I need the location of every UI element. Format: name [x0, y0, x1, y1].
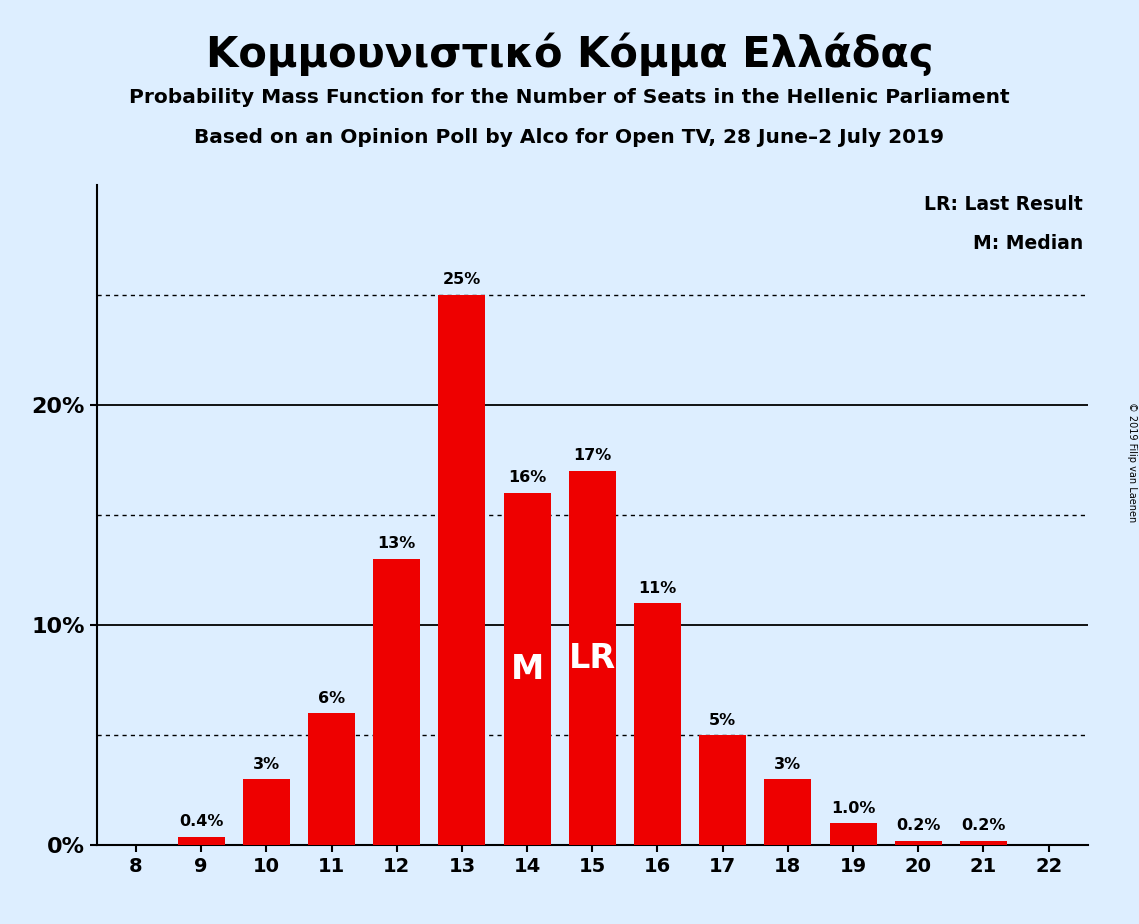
- Text: M: Median: M: Median: [973, 235, 1083, 253]
- Bar: [764, 780, 811, 845]
- Text: 11%: 11%: [638, 580, 677, 595]
- Text: 0.4%: 0.4%: [179, 814, 223, 829]
- Text: 25%: 25%: [443, 273, 481, 287]
- Bar: [243, 780, 289, 845]
- Bar: [178, 836, 224, 845]
- Bar: [374, 559, 420, 845]
- Bar: [895, 841, 942, 845]
- Text: 13%: 13%: [377, 537, 416, 552]
- Bar: [503, 493, 550, 845]
- Text: LR: LR: [568, 642, 616, 675]
- Bar: [960, 841, 1007, 845]
- Text: 3%: 3%: [775, 757, 802, 772]
- Text: 5%: 5%: [710, 712, 736, 727]
- Text: 0.2%: 0.2%: [896, 819, 941, 833]
- Bar: [699, 736, 746, 845]
- Bar: [568, 471, 616, 845]
- Text: © 2019 Filip van Laenen: © 2019 Filip van Laenen: [1126, 402, 1137, 522]
- Text: 1.0%: 1.0%: [830, 801, 875, 816]
- Text: Κομμουνιστικό Κόμμα Ελλάδας: Κομμουνιστικό Κόμμα Ελλάδας: [206, 32, 933, 76]
- Text: Probability Mass Function for the Number of Seats in the Hellenic Parliament: Probability Mass Function for the Number…: [129, 88, 1010, 107]
- Bar: [439, 295, 485, 845]
- Text: M: M: [510, 652, 543, 686]
- Text: 0.2%: 0.2%: [961, 819, 1006, 833]
- Bar: [308, 713, 355, 845]
- Text: 16%: 16%: [508, 470, 547, 485]
- Text: 6%: 6%: [318, 690, 345, 706]
- Text: 17%: 17%: [573, 448, 612, 463]
- Text: Based on an Opinion Poll by Alco for Open TV, 28 June–2 July 2019: Based on an Opinion Poll by Alco for Ope…: [195, 128, 944, 147]
- Bar: [634, 603, 681, 845]
- Bar: [829, 823, 877, 845]
- Text: LR: Last Result: LR: Last Result: [924, 195, 1083, 213]
- Text: 3%: 3%: [253, 757, 280, 772]
